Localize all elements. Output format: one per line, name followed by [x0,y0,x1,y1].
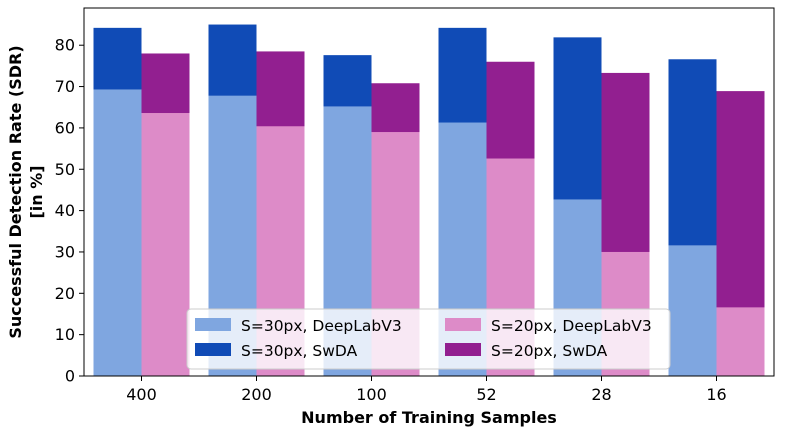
legend-label: S=30px, DeepLabV3 [241,317,402,335]
x-tick-label: 16 [706,385,726,404]
x-tick-label: 28 [591,385,611,404]
y-tick-label: 70 [55,77,75,96]
y-tick-label: 10 [55,325,75,344]
legend-swatch [445,343,481,356]
y-tick-label: 0 [65,367,75,386]
bar-s-20px-deeplabv3-400 [141,113,190,377]
legend-swatch [195,343,231,356]
legend-box [186,308,671,370]
legend-label: S=20px, SwDA [491,342,608,360]
x-axis-title: Number of Training Samples [301,408,557,427]
y-tick-label: 50 [55,160,75,179]
x-axis: 400 200 100 52 28 16 [126,376,727,404]
y-tick-label: 20 [55,284,75,303]
y-tick-label: 30 [55,242,75,261]
x-tick-label: 200 [241,385,272,404]
legend-swatch [445,318,481,331]
x-tick-label: 400 [126,385,157,404]
legend-swatch [195,318,231,331]
x-tick-label: 52 [476,385,496,404]
legend-label: S=30px, SwDA [241,342,358,360]
y-tick-label: 60 [55,118,75,137]
bar-s-30px-deeplabv3-16 [668,245,717,376]
y-tick-label: 40 [55,201,75,220]
bar-s-20px-deeplabv3-16 [716,307,765,376]
y-axis-title-line-2: [in %] [27,165,46,218]
plot-frame [83,7,775,377]
x-tick-label: 100 [356,385,387,404]
y-axis: 0 10 20 30 40 50 60 70 80 [55,36,84,386]
y-axis-title: Successful Detection Rate (SDR) [in %] [6,45,46,338]
y-tick-label: 80 [55,36,75,55]
legend: S=30px, DeepLabV3 S=30px, SwDA S=20px, Dee… [186,308,671,370]
y-axis-title-line-1: Successful Detection Rate (SDR) [6,45,25,338]
bar-s-30px-deeplabv3-400 [93,89,142,377]
legend-label: S=20px, DeepLabV3 [491,317,652,335]
